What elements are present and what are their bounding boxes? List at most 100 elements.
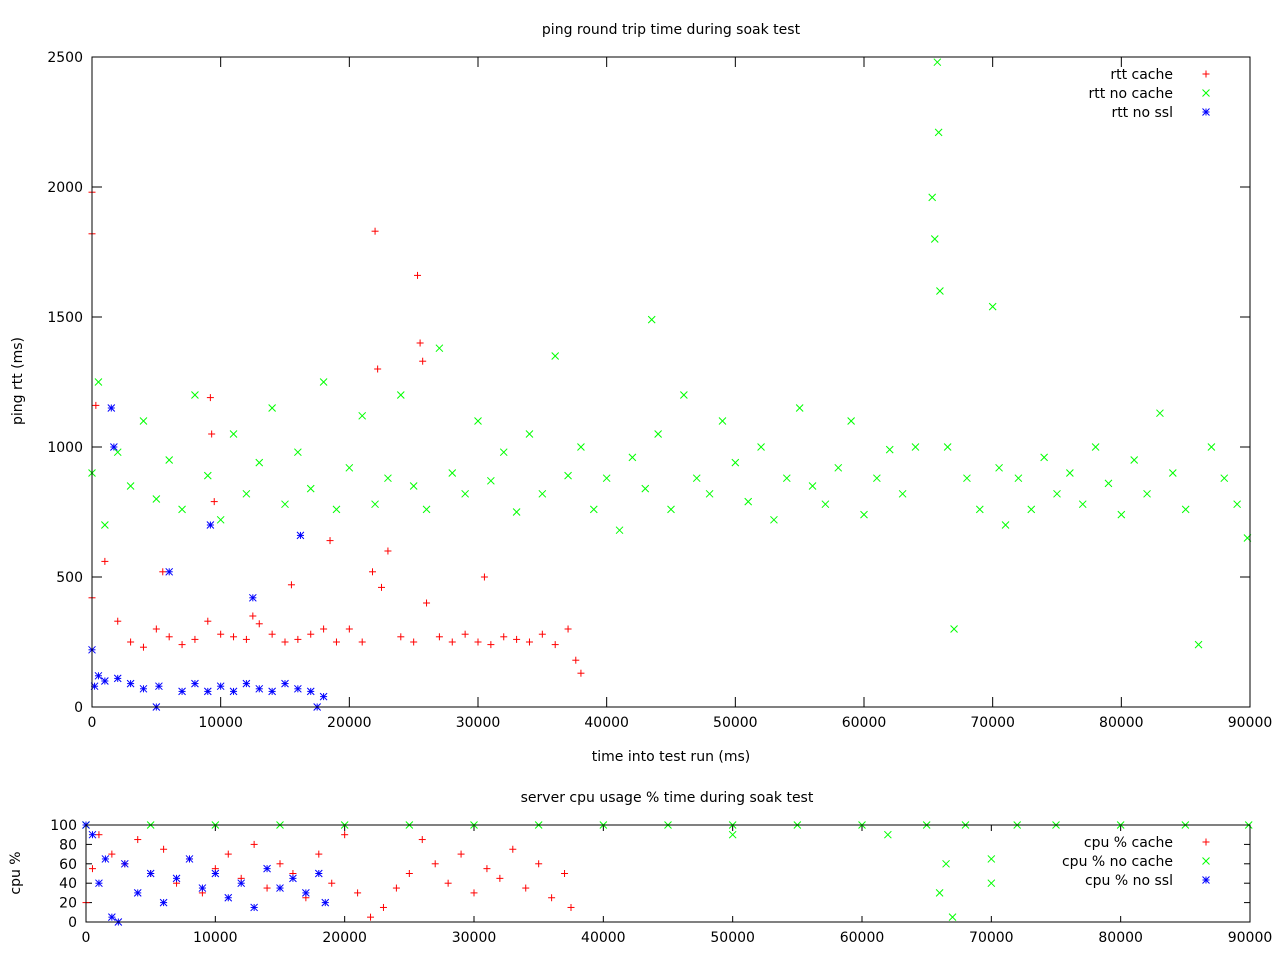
rtt-point — [1194, 640, 1203, 649]
rtt-point — [873, 474, 881, 483]
rtt-point — [320, 625, 328, 633]
rtt-point — [152, 495, 161, 503]
cpu-point — [367, 913, 375, 921]
cpu-point — [95, 879, 103, 888]
rtt-point — [374, 365, 382, 373]
rtt-point — [409, 482, 418, 490]
cpu-point — [276, 860, 284, 868]
cpu-point — [237, 879, 246, 888]
rtt-point — [204, 617, 212, 625]
cpu-point — [379, 903, 387, 911]
rtt-point — [474, 417, 482, 425]
cpu-point — [321, 898, 330, 907]
cpu-point — [263, 864, 271, 873]
y-tick-label: 80 — [59, 837, 77, 853]
rtt-point — [216, 515, 225, 524]
rtt-point — [139, 417, 148, 425]
rtt-point — [206, 521, 215, 529]
rtt-point — [410, 638, 418, 646]
rtt-point — [127, 638, 135, 646]
rtt-point — [107, 404, 116, 412]
rtt-point — [435, 633, 443, 641]
cpu-point — [108, 913, 116, 922]
rtt-point — [538, 489, 547, 498]
rtt-point — [667, 505, 675, 514]
rtt-point — [1117, 510, 1126, 519]
cpu-point — [185, 855, 194, 863]
rtt-point — [113, 674, 122, 683]
rtt-point — [448, 638, 456, 646]
rtt-point — [705, 489, 714, 498]
rtt-point — [294, 448, 302, 457]
rtt-point — [114, 617, 122, 625]
legend-label: rtt cache — [1110, 67, 1173, 83]
x-tick-label: 30000 — [456, 715, 501, 731]
cpu-point — [535, 860, 543, 868]
rtt-point — [255, 458, 264, 467]
rtt-point — [155, 682, 163, 691]
cpu-point — [328, 879, 336, 887]
rtt-point — [281, 679, 289, 688]
rtt-point — [538, 630, 546, 638]
rtt-point — [210, 498, 218, 506]
rtt-chart-points — [88, 58, 1252, 711]
x-tick-label: 0 — [88, 715, 97, 731]
rtt-point — [294, 635, 302, 643]
rtt-point — [577, 669, 585, 677]
rtt-point — [448, 469, 457, 477]
legend-marker — [1202, 108, 1210, 116]
rtt-point — [680, 391, 688, 399]
rtt-point — [512, 508, 521, 516]
rtt-point — [654, 430, 662, 438]
cpu-point — [250, 903, 258, 912]
rtt-point — [139, 684, 148, 693]
rtt-point — [101, 521, 109, 529]
rtt-point — [551, 352, 560, 360]
rtt-point — [474, 638, 482, 646]
rtt-point — [551, 641, 559, 649]
cpu-point — [160, 845, 168, 853]
series-rtt-cache — [88, 188, 585, 677]
rtt-point — [358, 638, 366, 646]
rtt-point — [860, 510, 868, 519]
y-tick-label: 500 — [56, 570, 83, 586]
rtt-point — [911, 443, 920, 451]
rtt-point — [564, 625, 572, 633]
cpu-point — [444, 879, 452, 887]
cpu-point — [134, 836, 142, 844]
rtt-point — [126, 679, 135, 688]
cpu-chart-legend: cpu % cache cpu % no cache cpu % no ssl — [1062, 835, 1210, 889]
cpu-point — [133, 889, 142, 897]
rtt-point — [358, 411, 367, 420]
rtt-point — [1027, 505, 1036, 514]
rtt-point — [487, 476, 495, 485]
rtt-point — [988, 302, 997, 311]
cpu-point — [101, 855, 110, 863]
rtt-point — [847, 417, 855, 425]
cpu-point — [431, 860, 439, 868]
x-tick-label: 70000 — [969, 930, 1014, 946]
rtt-chart: ping round trip time during soak test ti… — [10, 22, 1272, 765]
rtt-point — [1091, 443, 1100, 451]
cpu-point — [987, 855, 996, 863]
cpu-point — [159, 898, 168, 907]
legend-marker — [1202, 857, 1210, 865]
rtt-point — [159, 568, 167, 576]
y-tick-label: 2000 — [47, 180, 83, 196]
rtt-point — [306, 687, 315, 696]
legend-marker — [1202, 876, 1210, 884]
rtt-point — [249, 612, 257, 620]
cpu-point — [522, 884, 530, 892]
x-tick-label: 20000 — [327, 715, 372, 731]
rtt-point — [928, 193, 937, 202]
rtt-point — [371, 227, 379, 235]
rtt-point — [1066, 469, 1074, 477]
cpu-point — [483, 865, 491, 873]
rtt-point — [281, 638, 289, 646]
cpu-point — [315, 850, 323, 858]
rtt-point — [384, 547, 392, 555]
rtt-point — [368, 568, 376, 576]
cpu-point — [884, 830, 892, 839]
